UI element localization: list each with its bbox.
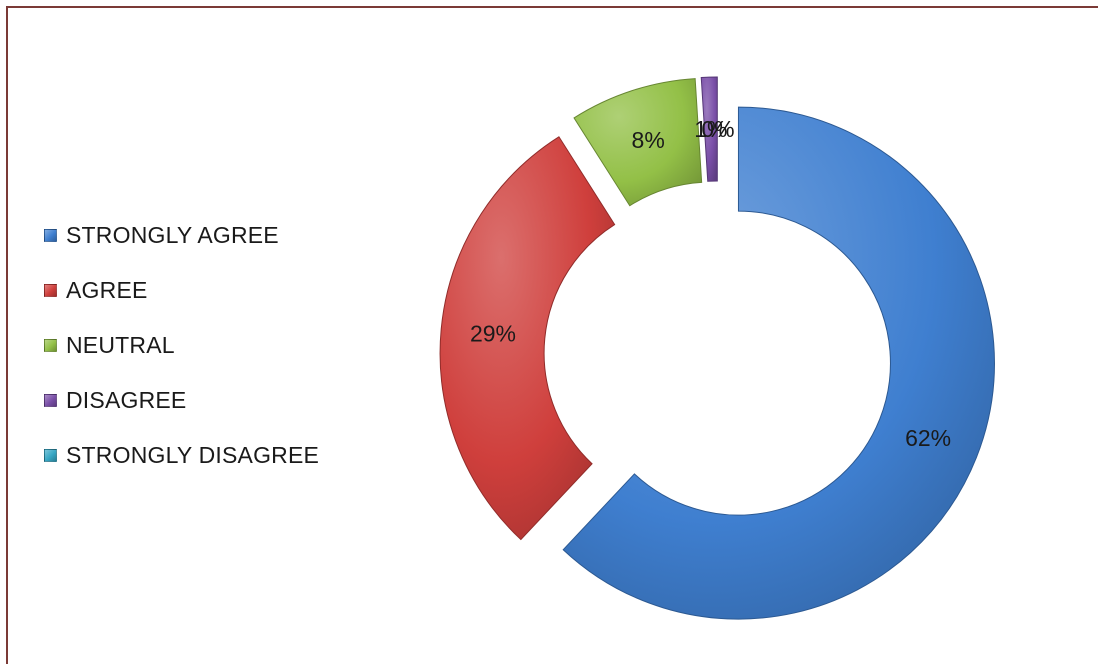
slice-agree (439, 136, 616, 541)
slice-disagree (700, 76, 718, 182)
legend-swatch-agree (44, 284, 57, 297)
slice-neutral (573, 78, 703, 207)
legend-swatch-strongly-agree (44, 229, 57, 242)
data-label-disagree: 1% (694, 116, 727, 142)
legend-item-neutral: NEUTRAL (44, 318, 319, 373)
legend-swatch-strongly-disagree (44, 449, 57, 462)
legend-item-agree: AGREE (44, 263, 319, 318)
chart-legend: STRONGLY AGREE AGREE NEUTRAL DISAGREE ST… (44, 208, 319, 483)
slice-strongly-agree (562, 106, 995, 620)
data-label-strongly-agree: 62% (905, 425, 951, 451)
legend-label: NEUTRAL (66, 332, 175, 358)
data-label-neutral: 8% (632, 127, 665, 153)
legend-label: AGREE (66, 277, 148, 303)
legend-label: STRONGLY AGREE (66, 222, 279, 248)
legend-item-strongly-disagree: STRONGLY DISAGREE (44, 428, 319, 483)
data-label-agree: 29% (470, 321, 516, 347)
legend-item-disagree: DISAGREE (44, 373, 319, 428)
legend-item-strongly-agree: STRONGLY AGREE (44, 208, 319, 263)
legend-label: DISAGREE (66, 387, 187, 413)
data-label-strongly-disagree: 0% (701, 116, 734, 142)
legend-swatch-neutral (44, 339, 57, 352)
legend-swatch-disagree (44, 394, 57, 407)
legend-label: STRONGLY DISAGREE (66, 442, 320, 468)
